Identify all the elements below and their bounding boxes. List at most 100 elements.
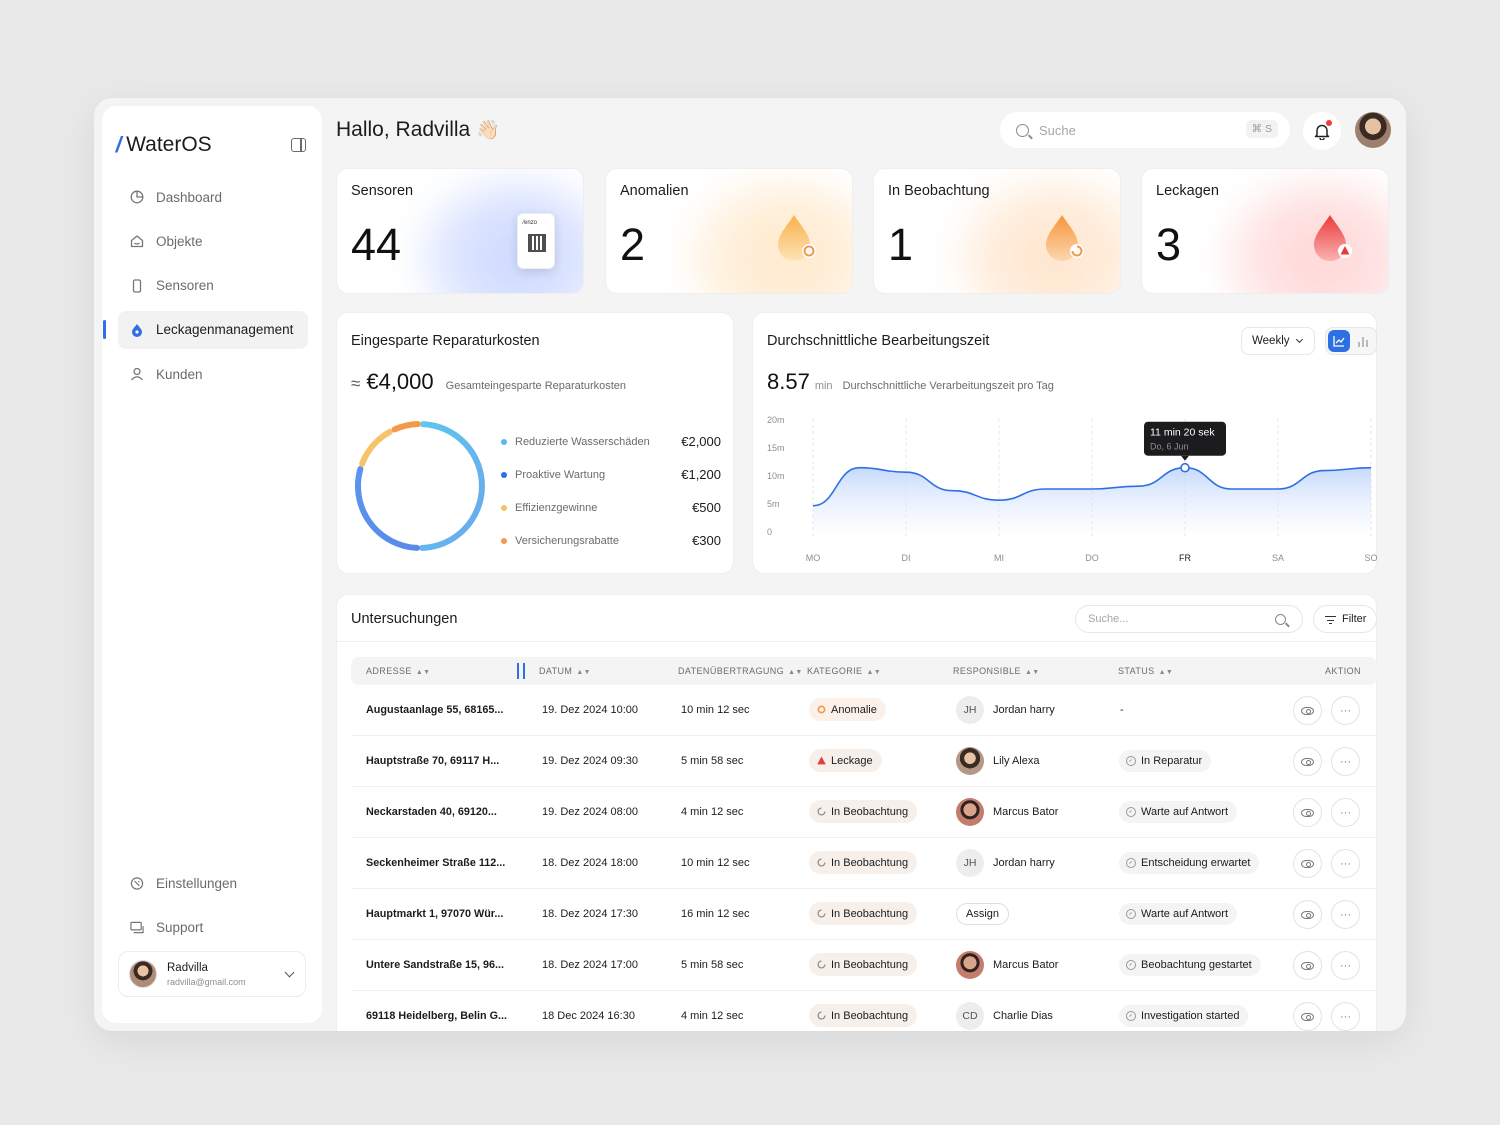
address-cell: Hauptstraße 70, 69117 H...: [366, 755, 500, 767]
column-header-label: KATEGORIE: [807, 666, 863, 676]
more-button[interactable]: ···: [1331, 951, 1360, 980]
drop-leak-icon: [1314, 215, 1352, 261]
sort-icon: ▲▼: [788, 669, 803, 676]
observe-icon: [817, 960, 826, 969]
view-button[interactable]: [1293, 849, 1322, 878]
brand-logo[interactable]: / WaterOS: [114, 132, 212, 158]
avg-time-value: 8.57 min Durchschnittliche Verarbeitungs…: [767, 369, 1054, 395]
table-row[interactable]: Untere Sandstraße 15, 96... 18. Dez 2024…: [351, 940, 1377, 991]
transfer-cell: 10 min 12 sec: [681, 704, 750, 716]
date-cell: 18. Dez 2024 17:00: [542, 959, 639, 971]
more-button[interactable]: ···: [1331, 849, 1360, 878]
legend-item: Proaktive Wartung €1,200: [501, 458, 721, 491]
address-cell: Hauptmarkt 1, 97070 Wür...: [366, 908, 504, 920]
sidebar-item-support[interactable]: Support: [118, 908, 308, 946]
period-select[interactable]: Weekly: [1241, 327, 1315, 355]
column-header[interactable]: RESPONSIBLE ▲▼: [953, 666, 1040, 676]
view-button[interactable]: [1293, 798, 1322, 827]
warning-icon: [817, 756, 826, 765]
sidebar-item-label: Support: [156, 919, 204, 935]
column-header[interactable]: STATUS ▲▼: [1118, 666, 1173, 676]
search-placeholder: Suche: [1039, 122, 1076, 138]
more-icon: ···: [1340, 806, 1351, 819]
avatar: JH: [956, 696, 984, 724]
status-icon: [1126, 1011, 1136, 1021]
table-row[interactable]: Hauptmarkt 1, 97070 Wür... 18. Dez 2024 …: [351, 889, 1377, 940]
sidebar-item-objekte[interactable]: Objekte: [118, 222, 308, 260]
sidebar-item-leckagenmanagement[interactable]: Leckagenmanagement: [103, 310, 308, 349]
table-row[interactable]: Neckarstaden 40, 69120... 19. Dez 2024 0…: [351, 787, 1377, 838]
sidebar-item-sensoren[interactable]: Sensoren: [118, 267, 308, 305]
savings-donut-chart: [355, 421, 485, 551]
sidebar-toggle-icon[interactable]: [291, 138, 306, 152]
category-badge: Anomalie: [809, 698, 886, 721]
status-badge: In Reparatur: [1119, 750, 1212, 772]
stat-card-in-beobachtung[interactable]: In Beobachtung 1: [873, 168, 1121, 294]
bar-chart-icon[interactable]: [1354, 333, 1372, 351]
period-label: Weekly: [1252, 335, 1290, 347]
view-button[interactable]: [1293, 1002, 1322, 1031]
legend-label: Reduzierte Wasserschäden: [515, 435, 650, 448]
y-tick-label: 10m: [767, 471, 785, 481]
category-badge: In Beobachtung: [809, 902, 918, 925]
category-badge: In Beobachtung: [809, 800, 918, 823]
view-button[interactable]: [1293, 747, 1322, 776]
status-label: Warte auf Antwort: [1141, 806, 1229, 818]
line-chart-button[interactable]: [1328, 330, 1350, 352]
user-menu[interactable]: Radvilla radvilla@gmail.com: [118, 951, 306, 997]
eye-icon: [1301, 910, 1314, 919]
more-button[interactable]: ···: [1331, 900, 1360, 929]
savings-amount: €4,000: [366, 369, 434, 394]
stat-card-sensoren[interactable]: Sensoren 44 ⁄enzo: [336, 168, 584, 294]
card-glow: [423, 183, 583, 293]
column-header[interactable]: AKTION: [1325, 666, 1361, 676]
stat-card-leckagen[interactable]: Leckagen 3: [1141, 168, 1389, 294]
search-input[interactable]: Suche ⌘ S: [1000, 112, 1290, 148]
table-row[interactable]: Augustaanlage 55, 68165... 19. Dez 2024 …: [351, 685, 1377, 736]
transfer-cell: 5 min 58 sec: [681, 959, 744, 971]
responsible-name: Lily Alexa: [993, 755, 1040, 767]
avg-subtitle: Durchschnittliche Verarbeitungszeit pro …: [842, 380, 1054, 392]
transfer-cell: 16 min 12 sec: [681, 908, 750, 920]
more-button[interactable]: ···: [1331, 747, 1360, 776]
sidebar-item-kunden[interactable]: Kunden: [118, 355, 308, 393]
view-button[interactable]: [1293, 696, 1322, 725]
table-row[interactable]: Hauptstraße 70, 69117 H... 19. Dez 2024 …: [351, 736, 1377, 787]
table-row[interactable]: Seckenheimer Straße 112... 18. Dez 2024 …: [351, 838, 1377, 889]
column-header-label: RESPONSIBLE: [953, 666, 1021, 676]
chart-type-toggle: [1325, 327, 1377, 355]
more-button[interactable]: ···: [1331, 798, 1360, 827]
device-icon: [130, 278, 144, 293]
table-row[interactable]: 69118 Heidelberg, Belin G... 18 Dec 2024…: [351, 991, 1377, 1031]
more-button[interactable]: ···: [1331, 1002, 1360, 1031]
filter-button[interactable]: Filter: [1313, 605, 1377, 633]
stat-card-anomalien[interactable]: Anomalien 2: [605, 168, 853, 294]
column-header[interactable]: ADRESSE ▲▼: [366, 666, 431, 676]
column-header[interactable]: KATEGORIE ▲▼: [807, 666, 881, 676]
responsible: Marcus Bator: [956, 951, 1058, 979]
table-search-input[interactable]: Suche...: [1075, 605, 1303, 633]
notification-button[interactable]: [1303, 112, 1341, 150]
sidebar-item-einstellungen[interactable]: Einstellungen: [118, 864, 308, 902]
assign-button[interactable]: Assign: [956, 903, 1010, 925]
series-line: [812, 466, 1372, 507]
profile-avatar[interactable]: [1355, 112, 1391, 148]
column-header[interactable]: DATENÜBERTRAGUNG ▲▼: [678, 666, 803, 676]
more-icon: ···: [1340, 959, 1351, 972]
legend-dot: [501, 537, 507, 544]
view-button[interactable]: [1293, 900, 1322, 929]
qr-code-icon: [528, 234, 546, 252]
more-button[interactable]: ···: [1331, 696, 1360, 725]
category-label: Leckage: [831, 754, 873, 767]
sidebar-item-dashboard[interactable]: Dashboard: [118, 178, 308, 216]
column-header[interactable]: DATUM ▲▼: [539, 666, 591, 676]
highlight-point[interactable]: [1180, 462, 1190, 473]
anomaly-icon: [817, 705, 826, 714]
savings-subtitle: Gesamteingesparte Reparaturkosten: [445, 380, 627, 392]
view-button[interactable]: [1293, 951, 1322, 980]
bell-icon: [1314, 124, 1330, 140]
column-header-label: DATUM: [539, 666, 573, 676]
date-cell: 18 Dec 2024 16:30: [542, 1010, 635, 1022]
responsible-name: Marcus Bator: [993, 806, 1059, 818]
column-resize-handle[interactable]: [517, 663, 525, 679]
